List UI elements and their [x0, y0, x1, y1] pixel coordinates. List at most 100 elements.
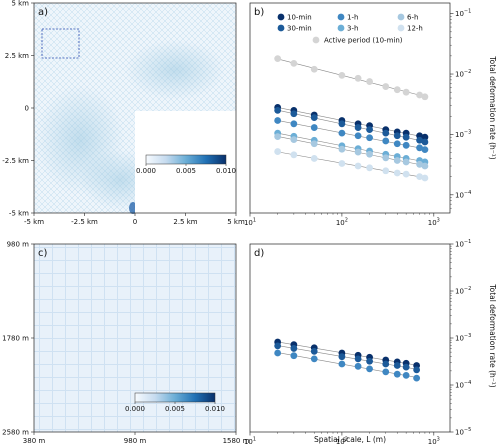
data-point: [402, 88, 410, 96]
data-point: [310, 124, 318, 131]
y-tick-label: 10−3: [455, 129, 471, 139]
data-point: [274, 133, 282, 141]
legend-marker: [397, 24, 405, 32]
data-point: [274, 117, 282, 124]
y-tick-base: 10: [455, 429, 464, 437]
data-point: [274, 55, 282, 63]
panel-b-y-axis-title: Total deformation rate (h⁻¹): [488, 55, 497, 159]
panel-c: c) 980 m 1780 m 2580 m 380 m 980 m 1580 m 0.…: [2, 241, 249, 444]
data-point: [290, 59, 298, 67]
data-point: [310, 140, 318, 148]
y-tick-base: 10: [455, 71, 464, 79]
x-tick-label: -2.5 km: [71, 218, 98, 226]
colorbar-tick-label: 0.010: [205, 405, 225, 413]
x-tick-label: 5 km: [227, 218, 245, 226]
data-point: [310, 347, 318, 355]
data-point: [382, 360, 390, 368]
data-point: [366, 164, 373, 172]
data-point: [421, 93, 429, 101]
panel-d-frame: [249, 243, 451, 433]
panel-b-label: b): [254, 7, 264, 18]
data-point: [393, 86, 401, 94]
data-point: [382, 167, 390, 175]
panel-a-blob: [125, 40, 225, 100]
y-tick-base: 10: [455, 191, 464, 199]
data-point: [290, 352, 298, 360]
x-tick-label: 102: [336, 218, 348, 228]
legend-marker: [337, 24, 345, 32]
y-tick-exponent: −2: [464, 286, 471, 292]
x-tick-base: 10: [428, 219, 437, 227]
y-tick-label: 10−1: [455, 9, 471, 19]
data-point: [366, 134, 373, 142]
data-point: [338, 145, 346, 153]
data-point: [274, 148, 282, 155]
y-tick-label: 10−1: [455, 239, 471, 249]
data-point: [416, 144, 423, 152]
data-point: [402, 363, 410, 371]
colorbar-tick-label: 0.000: [125, 405, 145, 413]
data-point: [354, 132, 362, 140]
x-tick-exponent: 3: [437, 437, 440, 443]
data-point: [290, 151, 298, 159]
data-point: [366, 78, 373, 85]
data-point: [421, 133, 429, 141]
data-point: [338, 353, 346, 361]
y-tick-base: 10: [455, 10, 464, 18]
legend-label: 1-h: [347, 14, 358, 22]
x-tick-label: 101: [244, 437, 256, 444]
data-point: [290, 136, 298, 144]
data-point: [338, 120, 346, 128]
y-tick-label: 980 m: [7, 241, 30, 249]
panel-a: a) 5 km 2.5 km 0 -2.5 km -5 km -5 km -2.5 km 0…: [2, 0, 245, 226]
y-tick-label: 10−4: [455, 380, 471, 390]
data-point: [310, 114, 318, 121]
x-tick-exponent: 1: [253, 218, 256, 224]
data-point: [393, 140, 401, 148]
x-tick-label: 980 m: [124, 437, 147, 444]
data-point: [354, 362, 362, 370]
x-tick-label: 2.5 km: [173, 218, 197, 226]
legend-marker: [277, 13, 285, 21]
x-tick-exponent: 2: [345, 437, 348, 443]
x-tick-exponent: 1: [253, 437, 256, 443]
data-point: [393, 132, 401, 140]
data-point: [382, 83, 390, 90]
data-point: [290, 345, 298, 352]
data-point: [402, 372, 410, 379]
legend-label: 6-h: [407, 14, 418, 22]
data-point: [354, 148, 362, 156]
legend-label: 3-h: [347, 25, 358, 33]
legend-marker: [397, 13, 405, 21]
y-tick-label: -5 km: [9, 210, 29, 218]
x-tick-base: 10: [244, 219, 253, 227]
legend-marker: [312, 36, 320, 44]
colorbar-tick-label: 0.010: [216, 167, 236, 175]
data-point: [393, 157, 401, 164]
data-point: [393, 370, 401, 378]
data-point: [402, 133, 410, 141]
data-point: [354, 74, 362, 82]
data-point: [338, 129, 346, 137]
legend-marker: [337, 13, 345, 21]
data-point: [402, 141, 410, 149]
data-point: [366, 126, 373, 134]
x-tick-base: 10: [428, 438, 437, 444]
x-tick-label: 102: [336, 437, 348, 444]
data-point: [421, 146, 429, 154]
y-tick-label: 2.5 km: [5, 52, 29, 60]
data-point: [354, 355, 362, 363]
colorbar-tick-label: 0.005: [165, 405, 185, 413]
fit-line: [277, 345, 417, 370]
data-point: [416, 91, 423, 99]
legend-marker: [277, 24, 285, 32]
data-point: [382, 154, 390, 162]
data-point: [421, 174, 429, 182]
data-point: [366, 365, 373, 373]
data-point: [382, 129, 390, 137]
y-tick-exponent: −2: [464, 69, 471, 75]
y-tick-label: -2.5 km: [2, 157, 29, 165]
x-tick-exponent: 2: [345, 218, 348, 224]
